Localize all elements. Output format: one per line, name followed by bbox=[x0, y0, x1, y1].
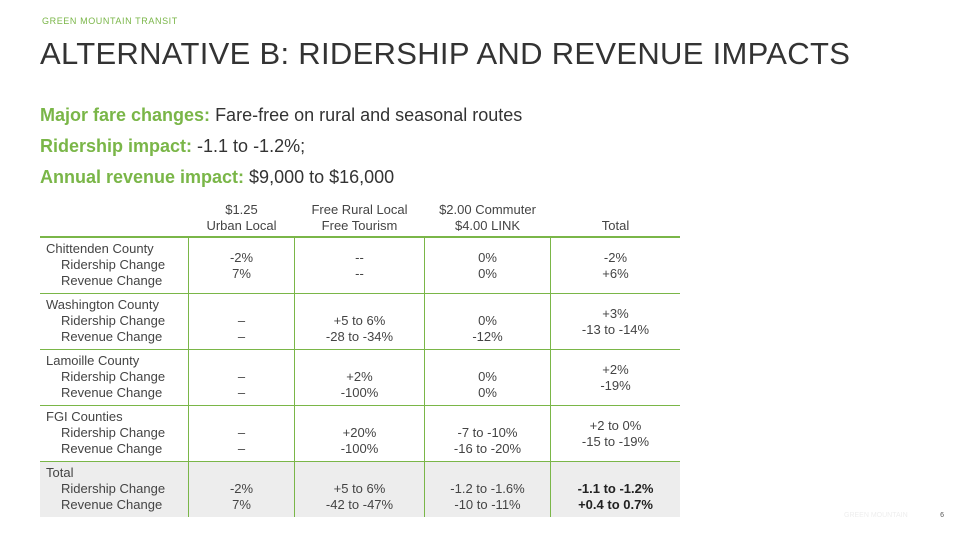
table-cell: 0% -12% bbox=[424, 294, 550, 349]
table-header: $1.25 Urban Local Free Rural Local Free To… bbox=[40, 196, 680, 238]
ridership-impact-line: Ridership impact: -1.1 to -1.2%; bbox=[40, 131, 522, 162]
table-cell: +5 to 6% -28 to -34% bbox=[294, 294, 424, 349]
table-row: Washington County Ridership Change Reven… bbox=[40, 294, 680, 350]
header-urban-local: $1.25 Urban Local bbox=[206, 202, 277, 233]
revenue-impact-line: Annual revenue impact: $9,000 to $16,000 bbox=[40, 162, 522, 193]
table-cell: -1.2 to -1.6% -10 to -11% bbox=[424, 462, 550, 517]
table-cell: -2% 7% bbox=[188, 238, 294, 293]
ridership-impact-value: -1.1 to -1.2%; bbox=[192, 136, 306, 156]
table-cell: -2% 7% bbox=[188, 462, 294, 517]
table-cell: 0% 0% bbox=[424, 350, 550, 405]
fare-changes-line: Major fare changes: Fare-free on rural a… bbox=[40, 100, 522, 131]
row-label: Washington County Ridership Change Reven… bbox=[46, 297, 166, 344]
fare-changes-label: Major fare changes: bbox=[40, 105, 211, 125]
row-label: Chittenden County Ridership Change Reven… bbox=[46, 241, 166, 288]
row-label: Total Ridership Change Revenue Change bbox=[46, 465, 166, 512]
header-total: Total bbox=[601, 218, 630, 233]
impact-summary: Major fare changes: Fare-free on rural a… bbox=[40, 100, 522, 193]
table-row-total: Total Ridership Change Revenue Change -2… bbox=[40, 462, 680, 517]
footer-logo-text: GREEN MOUNTAIN bbox=[844, 512, 908, 519]
table-cell: +2 to 0% -15 to -19% bbox=[550, 406, 680, 461]
table-cell: +3% -13 to -14% bbox=[550, 294, 680, 349]
table-cell: – – bbox=[188, 406, 294, 461]
table-cell: -2% +6% bbox=[550, 238, 680, 293]
row-label: Lamoille County Ridership Change Revenue… bbox=[46, 353, 166, 400]
revenue-impact-label: Annual revenue impact: bbox=[40, 167, 245, 187]
table-row: FGI Counties Ridership Change Revenue Ch… bbox=[40, 406, 680, 462]
row-label: FGI Counties Ridership Change Revenue Ch… bbox=[46, 409, 166, 456]
table-cell: +2% -19% bbox=[550, 350, 680, 405]
page-number: 6 bbox=[940, 512, 944, 519]
table-cell: -- -- bbox=[294, 238, 424, 293]
table-cell: +20% -100% bbox=[294, 406, 424, 461]
header-rural-tourism: Free Rural Local Free Tourism bbox=[311, 202, 408, 233]
header-commuter-link: $2.00 Commuter $4.00 LINK bbox=[439, 202, 536, 233]
page-title: ALTERNATIVE B: RIDERSHIP AND REVENUE IMP… bbox=[40, 36, 851, 71]
impacts-table: $1.25 Urban Local Free Rural Local Free To… bbox=[40, 196, 680, 517]
table-cell: -1.1 to -1.2% +0.4 to 0.7% bbox=[550, 462, 680, 517]
table-row: Lamoille County Ridership Change Revenue… bbox=[40, 350, 680, 406]
table-cell: – – bbox=[188, 350, 294, 405]
fare-changes-value: Fare-free on rural and seasonal routes bbox=[210, 105, 523, 125]
table-cell: – – bbox=[188, 294, 294, 349]
table-row: Chittenden County Ridership Change Reven… bbox=[40, 238, 680, 294]
revenue-impact-value: $9,000 to $16,000 bbox=[244, 167, 395, 187]
table-cell: +2% -100% bbox=[294, 350, 424, 405]
brand-label: GREEN MOUNTAIN TRANSIT bbox=[42, 16, 178, 26]
table-cell: 0% 0% bbox=[424, 238, 550, 293]
table-cell: +5 to 6% -42 to -47% bbox=[294, 462, 424, 517]
ridership-impact-label: Ridership impact: bbox=[40, 136, 193, 156]
table-cell: -7 to -10% -16 to -20% bbox=[424, 406, 550, 461]
header-blank bbox=[40, 196, 188, 236]
